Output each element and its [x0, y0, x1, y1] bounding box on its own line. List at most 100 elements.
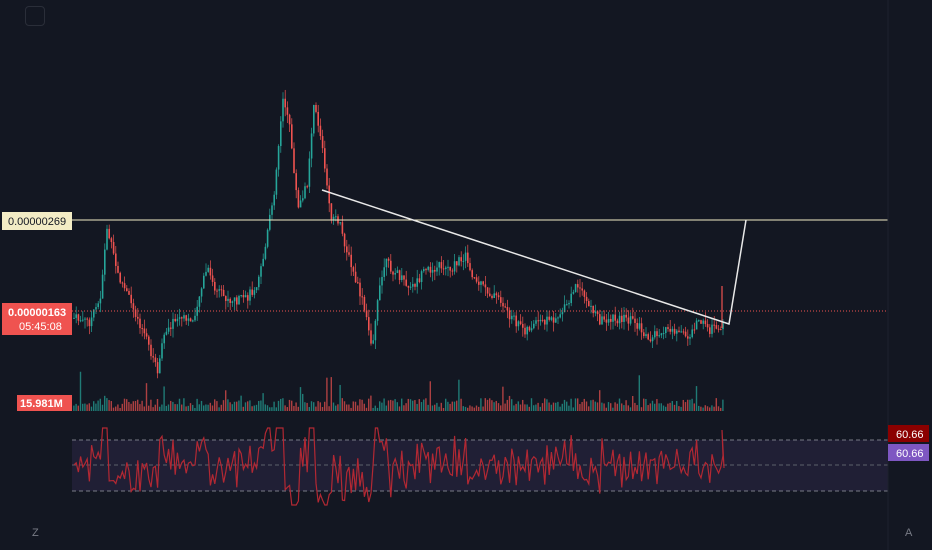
candle — [381, 276, 383, 286]
candle — [264, 246, 267, 259]
volume-bar — [601, 402, 603, 411]
volume-bar — [240, 395, 242, 411]
candle — [478, 281, 480, 285]
candle — [266, 229, 269, 247]
candle — [130, 294, 132, 304]
candle — [163, 334, 165, 344]
candle — [511, 315, 513, 320]
candle — [242, 295, 245, 298]
rsi-value-label-2: 60.66 — [896, 448, 924, 460]
current-price-badge — [2, 303, 72, 335]
candle — [570, 293, 572, 304]
volume-bar — [572, 407, 574, 411]
candle — [627, 317, 630, 324]
volume-bar — [530, 398, 533, 411]
volume-bar — [288, 399, 291, 411]
volume-bar — [682, 399, 684, 411]
volume-bar — [709, 407, 711, 411]
candle — [365, 310, 368, 318]
candle — [623, 314, 625, 322]
candle — [625, 314, 627, 318]
volume-bar — [222, 400, 225, 411]
candle — [339, 222, 341, 224]
volume-bar — [295, 402, 297, 411]
volume-bar — [478, 406, 480, 411]
volume-bar — [618, 398, 621, 411]
candle — [687, 336, 689, 339]
candle — [420, 271, 423, 283]
volume-bar — [134, 400, 137, 411]
volume-bar — [253, 405, 255, 411]
volume-bar — [132, 401, 134, 411]
candle — [607, 318, 610, 323]
volume-bar — [88, 403, 90, 411]
candle — [332, 216, 335, 220]
volume-bar — [568, 405, 570, 411]
volume-bar — [211, 405, 214, 411]
candle — [678, 330, 680, 333]
volume-bar — [233, 401, 236, 411]
candle — [548, 316, 550, 320]
volume-bar — [269, 407, 271, 411]
volume-bar — [506, 399, 508, 411]
candle — [346, 246, 348, 253]
candle — [229, 298, 231, 303]
volume-badge — [17, 395, 72, 411]
volume-bar — [95, 403, 97, 411]
volume-bar — [203, 405, 205, 411]
candle — [225, 296, 227, 301]
volume-bar — [370, 395, 372, 411]
auto-scale-button[interactable]: A — [905, 527, 913, 539]
volume-bar — [194, 407, 196, 411]
candle — [251, 289, 253, 295]
candle — [170, 327, 172, 329]
volume-bar — [372, 407, 374, 411]
volume-bar — [319, 402, 321, 411]
auto-zoom-button[interactable]: Z — [32, 527, 39, 539]
candle — [141, 328, 143, 330]
volume-bar — [141, 400, 143, 411]
trendline-drawing[interactable] — [321, 189, 747, 325]
candle — [590, 305, 592, 307]
volume-bar — [453, 401, 456, 411]
toolbar-toggle-button[interactable] — [25, 6, 45, 26]
candle — [97, 303, 99, 308]
candle — [541, 319, 544, 321]
volume-bar — [302, 393, 304, 411]
candle — [348, 252, 350, 255]
volume-bar — [627, 405, 629, 411]
candle — [139, 318, 141, 329]
volume-bar — [110, 401, 112, 411]
volume-bar — [359, 399, 361, 411]
candle — [119, 272, 121, 283]
volume-bar — [154, 404, 156, 411]
volume-bar — [436, 402, 438, 411]
candle — [427, 266, 429, 270]
candle — [695, 320, 698, 330]
volume-bar — [218, 407, 220, 411]
volume-bar — [676, 400, 678, 411]
volume-bar — [150, 399, 152, 411]
candle — [394, 273, 396, 275]
candle — [704, 320, 707, 325]
volume-bar — [495, 400, 497, 411]
candle — [579, 287, 581, 289]
candle — [101, 274, 104, 299]
volume-bar — [262, 393, 264, 411]
volume-bar — [649, 403, 651, 411]
volume-bar — [623, 405, 625, 411]
candle — [436, 267, 438, 272]
candle — [357, 282, 359, 284]
candle — [335, 216, 337, 218]
candle — [106, 228, 108, 250]
candle — [645, 334, 647, 337]
candle — [588, 301, 590, 307]
candle — [286, 107, 289, 115]
candle — [693, 329, 696, 331]
volume-bar — [148, 405, 150, 411]
volume-bar — [214, 399, 216, 411]
candle — [464, 252, 467, 261]
candle — [706, 324, 709, 328]
volume-bar — [167, 404, 170, 411]
